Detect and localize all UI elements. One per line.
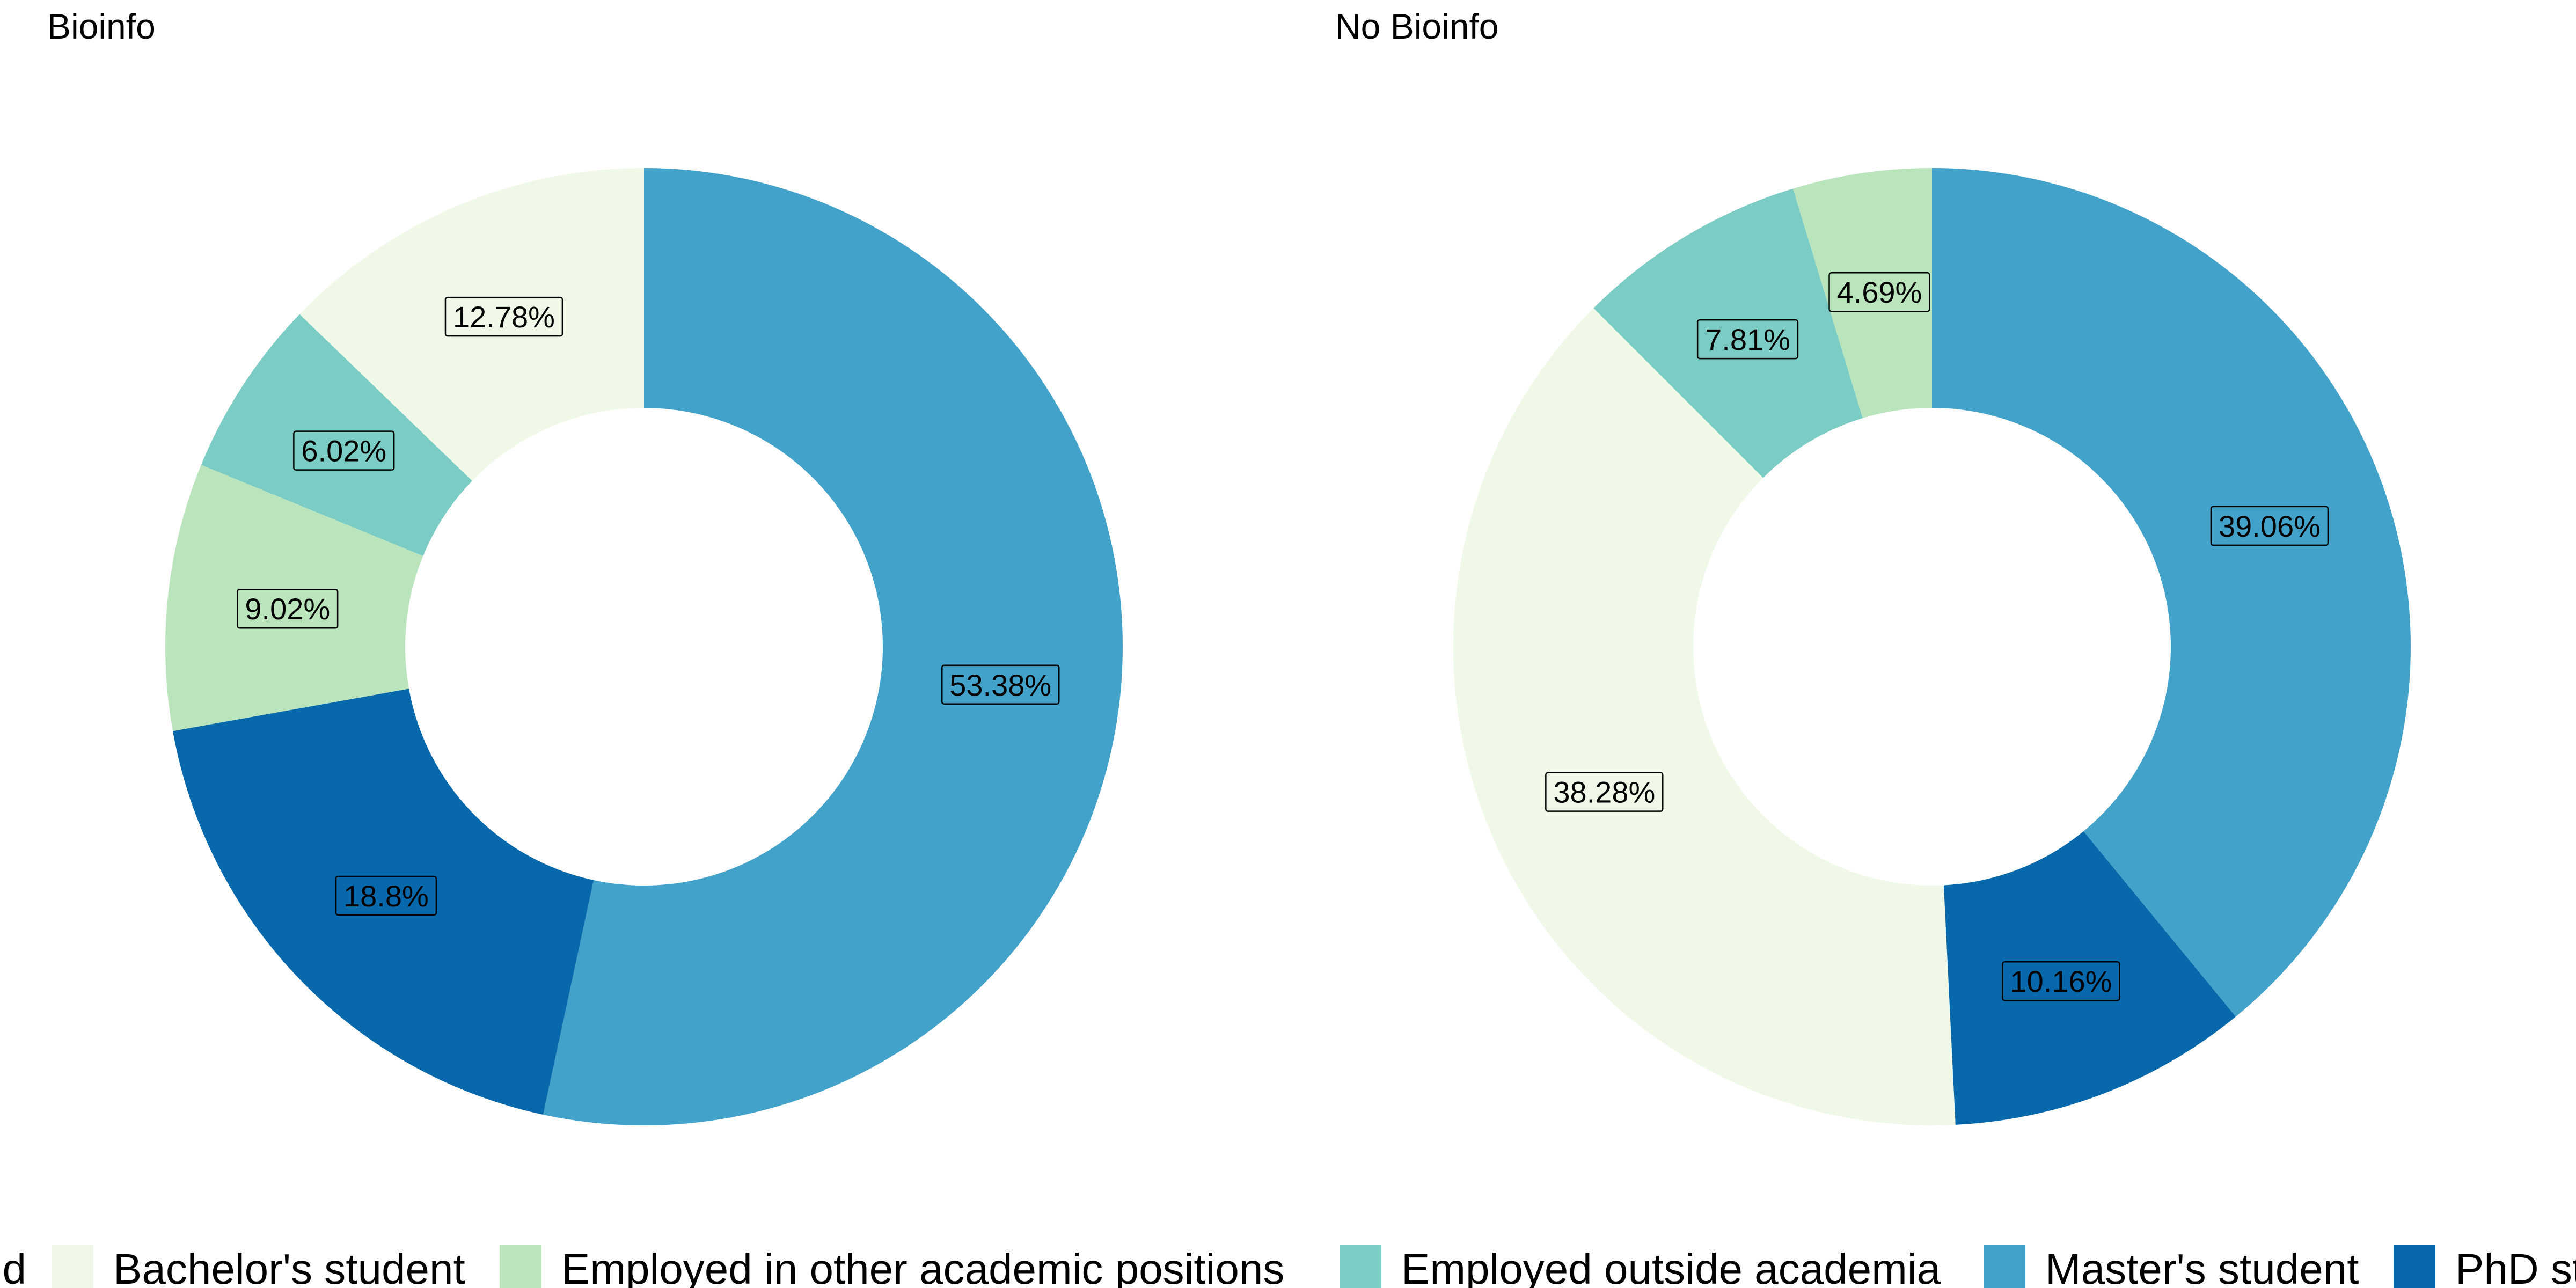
data-label: 38.28% (1545, 772, 1664, 812)
legend-key (2394, 1245, 2435, 1288)
data-label-box (293, 430, 395, 471)
data-label-box (2002, 961, 2120, 1001)
data-label-text: 38.28% (1553, 775, 1655, 809)
donut-slice (1943, 831, 2236, 1125)
legend-key (52, 1245, 93, 1288)
legend-label: Employed in other academic positions (561, 1245, 1284, 1288)
data-label-box (941, 664, 1060, 705)
donut-slice (1453, 308, 1956, 1125)
data-label: 39.06% (2210, 506, 2329, 546)
data-label-text: 6.02% (301, 434, 386, 468)
data-label: 12.78% (444, 296, 564, 337)
data-label-text: 7.81% (1705, 323, 1790, 356)
data-label-text: 53.38% (949, 668, 1051, 702)
data-label-text: 9.02% (245, 592, 330, 626)
data-label-text: 18.8% (343, 879, 429, 913)
data-label-text: 4.69% (1837, 275, 1922, 309)
donut-panel-1: Bioinfo (47, 6, 1123, 1125)
data-label-text: 39.06% (2219, 509, 2321, 543)
data-label-box (1545, 772, 1664, 812)
data-label: 7.81% (1696, 319, 1799, 360)
legend-label: Bachelor's student (113, 1245, 465, 1288)
donut-slice (543, 168, 1123, 1125)
data-label: 53.38% (941, 664, 1060, 705)
legend-title-fragment: nd (0, 1245, 26, 1288)
legend-label: PhD st (2455, 1245, 2576, 1288)
data-labels: 53.38% 18.8% 9.02% 6.02% 12.78% 39.06% 10.16% 3… (237, 272, 2329, 1001)
legend-label: Master's student (2045, 1245, 2359, 1288)
donut-slice (1593, 188, 1863, 478)
legend-item: Master's student (1984, 1245, 2359, 1288)
data-label-box (444, 296, 564, 337)
legend: nd Bachelor's student Employed in other ac… (0, 1245, 2576, 1288)
data-label: 10.16% (2002, 961, 2120, 1001)
legend-key (1340, 1245, 1381, 1288)
data-label-text: 12.78% (453, 300, 555, 334)
legend-label: Employed outside academia (1401, 1245, 1941, 1288)
data-label-box (237, 588, 339, 629)
donut-slice (165, 465, 423, 731)
legend-key (500, 1245, 541, 1288)
data-label: 9.02% (237, 588, 339, 629)
data-label-box (335, 875, 437, 916)
data-label: 4.69% (1828, 272, 1930, 312)
data-label-text: 10.16% (2010, 964, 2112, 998)
donut-slice (1792, 168, 1932, 419)
donut-slice (299, 168, 644, 481)
legend-item: Employed outside academia (1340, 1245, 1941, 1288)
panels-layer: Bioinfo No Bioinfo 53.38% 18.8% 9.02% 6.02% 12… (47, 6, 2411, 1125)
donut-panel-2: No Bioinfo (1335, 6, 2411, 1125)
data-label: 6.02% (293, 430, 395, 471)
donut-slice (201, 314, 472, 556)
panel-title: Bioinfo (47, 6, 156, 46)
donut-slice (172, 689, 594, 1115)
donut-slice (1932, 168, 2411, 1017)
legend-item: Bachelor's student (52, 1245, 465, 1288)
legend-key (1984, 1245, 2025, 1288)
data-label-box (1828, 272, 1930, 312)
data-label: 18.8% (335, 875, 437, 916)
data-label-box (1696, 319, 1799, 360)
data-label-box (2210, 506, 2329, 546)
panel-title: No Bioinfo (1335, 6, 1499, 46)
legend-item: Employed in other academic positions (500, 1245, 1284, 1288)
legend-item: PhD st (2394, 1245, 2576, 1288)
